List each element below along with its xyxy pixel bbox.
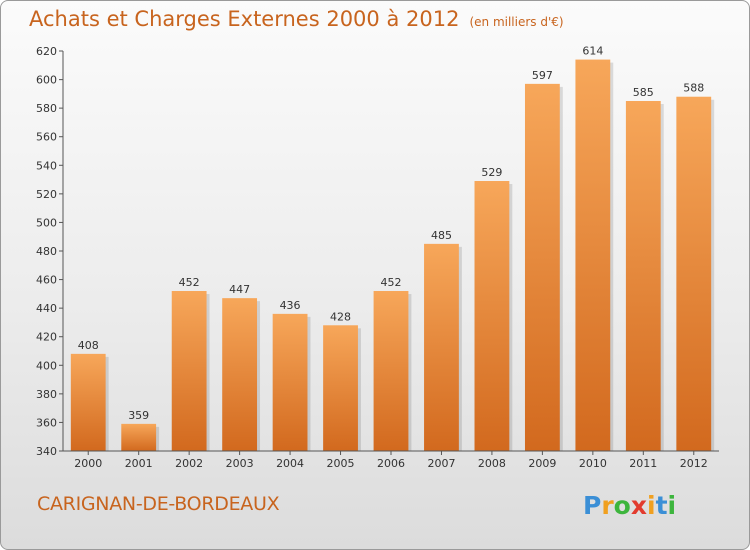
x-tick-label: 2004 bbox=[276, 457, 304, 470]
bar-value-label: 485 bbox=[431, 229, 452, 242]
logo-letter: t bbox=[655, 491, 668, 520]
y-tick-label: 480 bbox=[36, 245, 57, 258]
x-tick-label: 2011 bbox=[629, 457, 657, 470]
x-tick-label: 2008 bbox=[478, 457, 506, 470]
x-tick-label: 2009 bbox=[528, 457, 556, 470]
bar[interactable] bbox=[373, 291, 409, 451]
proxiti-logo[interactable]: Proxiti bbox=[583, 491, 676, 520]
x-tick-label: 2012 bbox=[680, 457, 708, 470]
bar-value-label: 614 bbox=[582, 45, 603, 58]
y-tick-label: 580 bbox=[36, 102, 57, 115]
x-tick-label: 2010 bbox=[579, 457, 607, 470]
logo-letter: r bbox=[601, 491, 614, 520]
chart-subtitle: (en milliers d'€) bbox=[469, 15, 564, 29]
y-tick-label: 500 bbox=[36, 216, 57, 229]
bar-value-label: 452 bbox=[179, 276, 200, 289]
bar-value-label: 408 bbox=[78, 339, 99, 352]
y-axis: 340 360 380 400 420 440 460 480 500 520 540 560 580 6… bbox=[36, 45, 64, 458]
bar-value-label: 529 bbox=[481, 166, 502, 179]
bar[interactable] bbox=[323, 325, 358, 451]
y-tick-label: 380 bbox=[36, 388, 57, 401]
bar[interactable] bbox=[171, 291, 207, 451]
y-tick-label: 420 bbox=[36, 331, 57, 344]
chart-title-text: Achats et Charges Externes 2000 à 2012 bbox=[29, 7, 460, 31]
bar-value-label: 597 bbox=[532, 69, 553, 82]
bar-value-label: 452 bbox=[381, 276, 402, 289]
x-tick-label: 2005 bbox=[327, 457, 355, 470]
chart-title: Achats et Charges Externes 2000 à 2012 (e… bbox=[29, 7, 564, 31]
y-tick-label: 600 bbox=[36, 74, 57, 87]
y-tick-label: 620 bbox=[36, 45, 57, 58]
logo-letter: P bbox=[583, 491, 602, 520]
bar[interactable] bbox=[424, 243, 459, 451]
bar-value-label: 588 bbox=[683, 82, 704, 95]
y-tick-label: 440 bbox=[36, 302, 57, 315]
y-tick-label: 560 bbox=[36, 131, 57, 144]
x-tick-label: 2006 bbox=[377, 457, 405, 470]
bar[interactable] bbox=[222, 298, 258, 451]
bar-series: 408 359 452 447 436 428 452 485 529 597 614 585 588 bbox=[70, 45, 715, 451]
bar[interactable] bbox=[676, 96, 712, 451]
commune-name: CARIGNAN-DE-BORDEAUX bbox=[37, 493, 280, 515]
bar[interactable] bbox=[70, 353, 106, 451]
x-tick-label: 2002 bbox=[175, 457, 203, 470]
bar[interactable] bbox=[625, 101, 661, 451]
bar[interactable] bbox=[121, 423, 157, 451]
bar-value-label: 447 bbox=[229, 283, 250, 296]
y-tick-label: 520 bbox=[36, 188, 57, 201]
x-tick-label: 2001 bbox=[125, 457, 153, 470]
bar-value-label: 436 bbox=[280, 299, 301, 312]
bar-value-label: 585 bbox=[633, 86, 654, 99]
logo-letter: x bbox=[630, 491, 647, 520]
logo-letter: i bbox=[667, 491, 677, 520]
y-tick-label: 460 bbox=[36, 274, 57, 287]
y-tick-label: 400 bbox=[36, 359, 57, 372]
y-tick-label: 340 bbox=[36, 445, 57, 458]
bar-value-label: 359 bbox=[128, 409, 149, 422]
bar[interactable] bbox=[272, 313, 308, 451]
bar-value-label: 428 bbox=[330, 310, 351, 323]
logo-letter: i bbox=[647, 491, 656, 520]
bar[interactable] bbox=[575, 59, 611, 451]
x-axis: 2000 2001 2002 2003 2004 2005 2006 2007 2008 2009… bbox=[63, 450, 719, 470]
bar[interactable] bbox=[474, 181, 510, 451]
y-tick-label: 540 bbox=[36, 159, 57, 172]
bar[interactable] bbox=[524, 83, 560, 451]
x-tick-label: 2000 bbox=[74, 457, 102, 470]
x-tick-label: 2007 bbox=[427, 457, 455, 470]
logo-letter: o bbox=[613, 491, 631, 520]
x-tick-label: 2003 bbox=[226, 457, 254, 470]
y-tick-label: 360 bbox=[36, 416, 57, 429]
